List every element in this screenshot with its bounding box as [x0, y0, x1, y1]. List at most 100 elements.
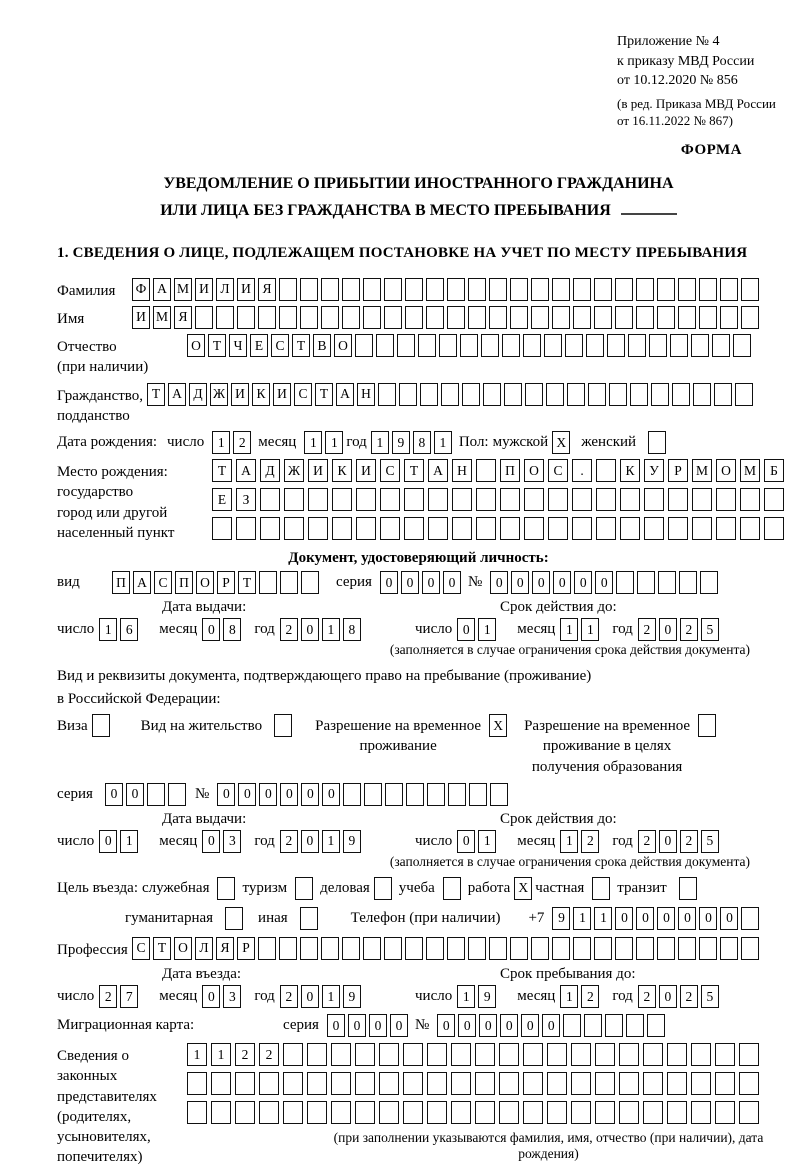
char-box[interactable]: [342, 936, 360, 960]
char-box[interactable]: [260, 517, 280, 541]
char-box[interactable]: .: [572, 459, 592, 483]
char-box[interactable]: [502, 334, 520, 358]
char-box[interactable]: 0: [490, 571, 509, 595]
char-box[interactable]: [636, 936, 654, 960]
char-box[interactable]: 0: [300, 829, 319, 853]
char-box[interactable]: [573, 936, 591, 960]
char-box[interactable]: [668, 517, 688, 541]
char-box[interactable]: 2: [581, 829, 600, 853]
char-box[interactable]: 0: [500, 1014, 519, 1038]
char-box[interactable]: 0: [636, 906, 655, 930]
char-box[interactable]: [692, 517, 712, 541]
char-box[interactable]: О: [196, 571, 214, 595]
char-box[interactable]: [447, 277, 465, 301]
char-box[interactable]: [510, 277, 528, 301]
char-box[interactable]: 2: [637, 618, 656, 642]
char-box[interactable]: [451, 1072, 471, 1096]
char-box[interactable]: [596, 459, 616, 483]
char-box[interactable]: 2: [279, 618, 298, 642]
char-box[interactable]: [307, 1072, 327, 1096]
char-box[interactable]: 0: [457, 829, 476, 853]
char-box[interactable]: Т: [404, 459, 424, 483]
char-box[interactable]: X: [552, 431, 571, 455]
char-box[interactable]: [588, 382, 606, 406]
char-box[interactable]: 0: [553, 571, 572, 595]
char-box[interactable]: 2: [637, 829, 656, 853]
char-box[interactable]: М: [692, 459, 712, 483]
purpose-other-checkbox[interactable]: [299, 906, 321, 930]
char-box[interactable]: [649, 334, 667, 358]
char-box[interactable]: [699, 305, 717, 329]
char-box[interactable]: [187, 1072, 207, 1096]
char-box[interactable]: 8: [223, 618, 242, 642]
char-box[interactable]: 0: [658, 618, 677, 642]
char-box[interactable]: [670, 334, 688, 358]
char-box[interactable]: [476, 459, 496, 483]
char-box[interactable]: [739, 1101, 759, 1125]
char-box[interactable]: 1: [321, 829, 340, 853]
female-checkbox[interactable]: [648, 431, 669, 455]
char-box[interactable]: X: [514, 876, 533, 900]
char-box[interactable]: [548, 488, 568, 512]
char-box[interactable]: [168, 782, 186, 806]
char-box[interactable]: [426, 305, 444, 329]
char-box[interactable]: [615, 936, 633, 960]
char-box[interactable]: [547, 1101, 567, 1125]
char-box[interactable]: [468, 277, 486, 301]
char-box[interactable]: [691, 1043, 711, 1067]
char-box[interactable]: [490, 782, 509, 806]
char-box[interactable]: Д: [260, 459, 280, 483]
char-box[interactable]: [668, 488, 688, 512]
char-box[interactable]: [657, 277, 675, 301]
char-box[interactable]: [644, 488, 664, 512]
char-box[interactable]: 0: [532, 571, 551, 595]
char-box[interactable]: [259, 1101, 279, 1125]
char-box[interactable]: 1: [370, 431, 389, 455]
char-box[interactable]: 0: [322, 782, 341, 806]
char-box[interactable]: 1: [560, 618, 579, 642]
char-box[interactable]: [260, 488, 280, 512]
char-box[interactable]: [235, 1101, 255, 1125]
char-box[interactable]: [355, 334, 373, 358]
char-box[interactable]: 1: [212, 431, 231, 455]
char-box[interactable]: [441, 382, 459, 406]
char-box[interactable]: [499, 1101, 519, 1125]
char-box[interactable]: [211, 1101, 231, 1125]
char-box[interactable]: [481, 334, 499, 358]
char-box[interactable]: [605, 1014, 624, 1038]
char-box[interactable]: [571, 1043, 591, 1067]
char-box[interactable]: 0: [389, 1014, 408, 1038]
char-box[interactable]: Т: [208, 334, 226, 358]
char-box[interactable]: [426, 936, 444, 960]
char-box[interactable]: [355, 1072, 375, 1096]
char-box[interactable]: [216, 305, 234, 329]
char-box[interactable]: [469, 782, 488, 806]
char-box[interactable]: [307, 1043, 327, 1067]
char-box[interactable]: [572, 488, 592, 512]
char-box[interactable]: [667, 1101, 687, 1125]
char-box[interactable]: М: [174, 277, 192, 301]
representatives-row3-boxes[interactable]: [187, 1101, 780, 1125]
char-box[interactable]: [332, 517, 352, 541]
char-box[interactable]: 0: [720, 906, 739, 930]
char-box[interactable]: [235, 1072, 255, 1096]
char-box[interactable]: X: [489, 714, 508, 738]
char-box[interactable]: [594, 936, 612, 960]
char-box[interactable]: 1: [457, 985, 476, 1009]
char-box[interactable]: [720, 936, 738, 960]
char-box[interactable]: [607, 334, 625, 358]
char-box[interactable]: [596, 488, 616, 512]
char-box[interactable]: [489, 936, 507, 960]
char-box[interactable]: [363, 936, 381, 960]
char-box[interactable]: [740, 517, 760, 541]
char-box[interactable]: 5: [700, 829, 719, 853]
char-box[interactable]: И: [356, 459, 376, 483]
char-box[interactable]: Р: [668, 459, 688, 483]
char-box[interactable]: 0: [217, 782, 236, 806]
